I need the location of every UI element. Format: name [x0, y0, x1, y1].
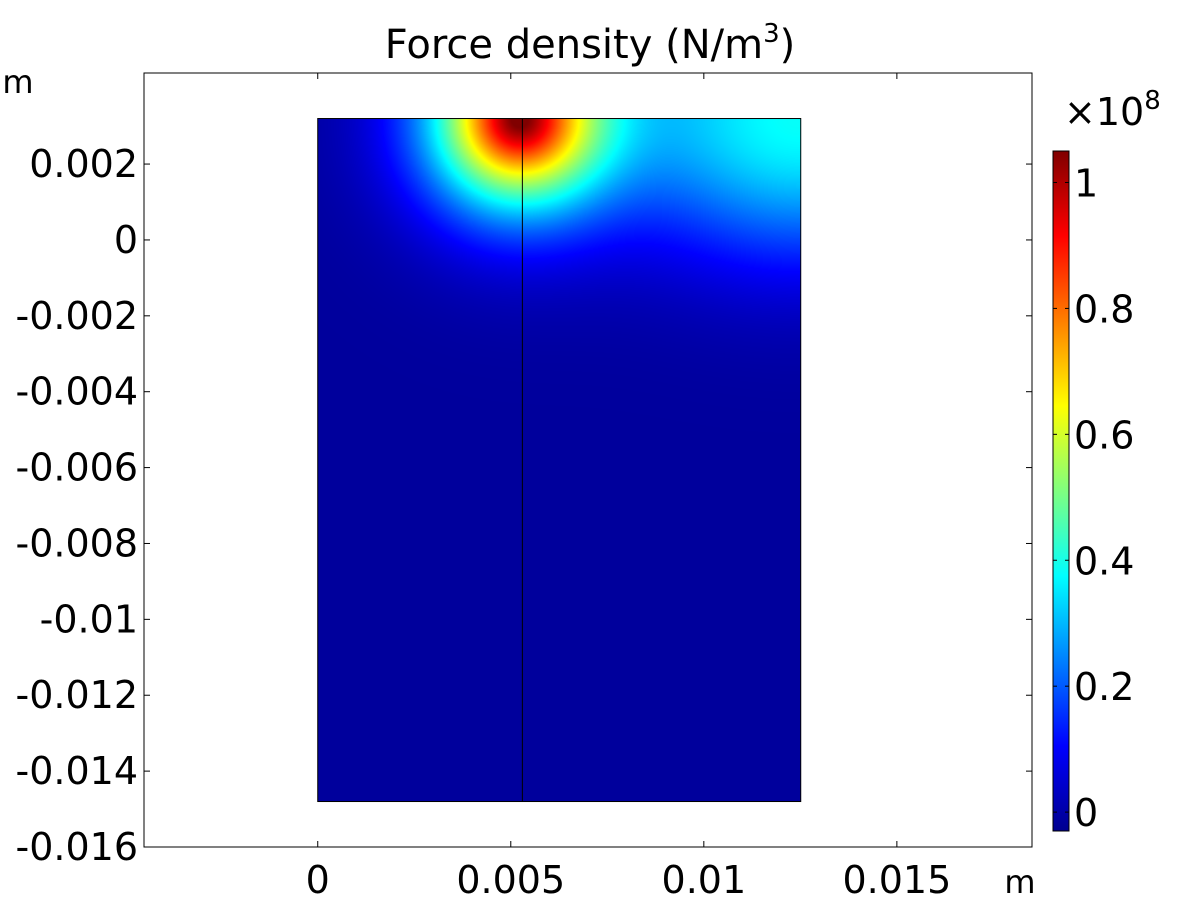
y-tick-label: -0.014	[16, 749, 139, 793]
colorbar-gradient	[1052, 150, 1070, 832]
colorbar-multiplier: ×108	[1064, 86, 1161, 134]
field-surface	[317, 118, 801, 802]
x-tick-label: 0	[306, 858, 330, 900]
domain-outline	[317, 118, 802, 803]
colorbar: ×108 0 0.2 0.4 0.6 0.8 1	[1052, 86, 1161, 835]
x-tick-label: 0.005	[456, 858, 565, 900]
x-axis-label: m	[1004, 863, 1035, 900]
x-tick-label: 0.01	[662, 858, 747, 900]
colorbar-tick-label: 1	[1074, 161, 1098, 205]
axis-ticks: 0 0.005 0.01 0.015 0.002 0 -0.002 -0.004 -0.006 -…	[16, 73, 1032, 900]
y-tick-label: 0.002	[29, 142, 138, 186]
colorbar-tick-label: 0.4	[1074, 539, 1134, 583]
colorbar-tick-label: 0.8	[1074, 287, 1134, 331]
y-tick-label: 0	[114, 218, 138, 262]
chart-title: Force density (N/m3)	[385, 19, 795, 68]
y-tick-label: -0.012	[16, 673, 139, 717]
y-tick-label: -0.002	[16, 294, 139, 338]
y-tick-label: -0.006	[16, 446, 139, 490]
x-tick-label: 0.015	[842, 858, 951, 900]
y-tick-label: -0.01	[40, 597, 138, 641]
colorbar-tick-label: 0	[1074, 791, 1098, 835]
colorbar-tick-label: 0.2	[1074, 665, 1134, 709]
colorbar-tick-label: 0.6	[1074, 413, 1134, 457]
y-tick-label: -0.004	[16, 370, 139, 414]
y-tick-label: -0.016	[16, 825, 139, 869]
y-tick-label: -0.008	[16, 521, 139, 565]
y-axis-label: m	[2, 63, 33, 101]
